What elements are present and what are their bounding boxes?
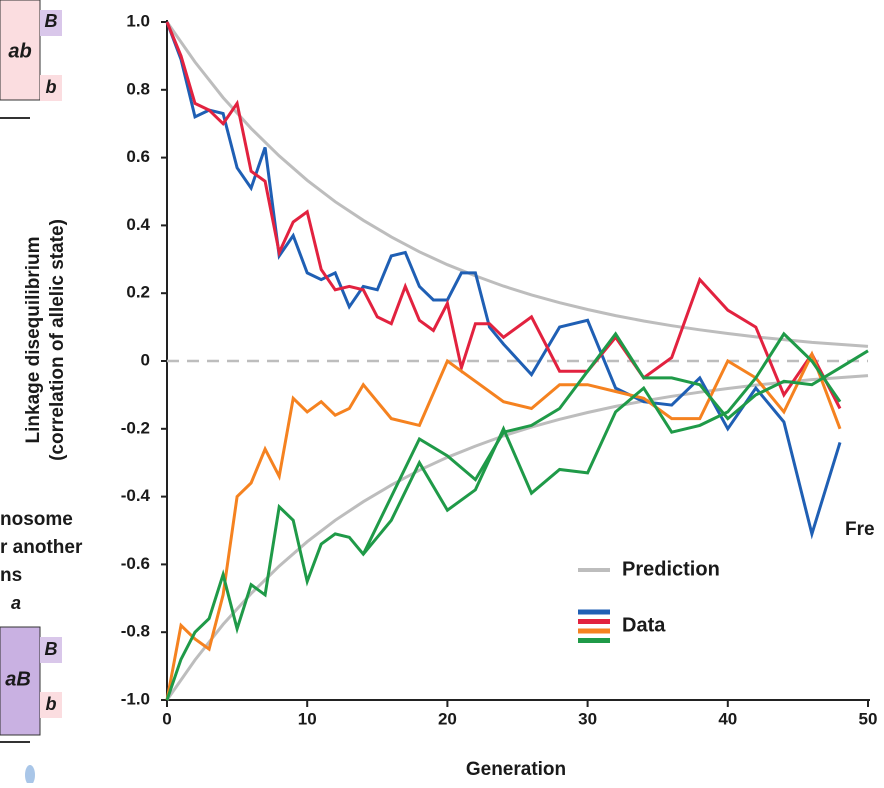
x-axis-title: Generation [466,759,566,780]
cropped-text: ns [0,565,22,586]
series-line [165,21,869,348]
y-tick-label: -0.2 [121,418,150,437]
x-tick-label: 50 [859,709,878,728]
legend-label: Data [622,614,666,636]
y-tick-label: 0 [141,350,150,369]
y-axis-title: Linkage disequilibrium [23,237,44,444]
y-tick-label: 0.4 [126,215,150,234]
cropped-text: b [46,77,57,97]
y-tick-label: -0.8 [121,622,150,641]
x-tick-label: 30 [578,709,597,728]
cropped-shape [25,765,35,785]
cropped-box [0,0,41,101]
cropped-text: B [45,639,58,659]
y-tick-label: 0.6 [126,147,150,166]
cropped-text: b [46,694,57,714]
x-tick-label: 20 [438,709,457,728]
x-tick-label: 40 [718,709,737,728]
series-line [165,350,842,701]
cropped-text: nosome [0,509,73,530]
y-tick-label: 1.0 [126,11,150,30]
x-tick-label: 10 [298,709,317,728]
cropped-text: ab [8,40,31,62]
series-line [165,331,842,701]
x-tick-label: 0 [162,709,171,728]
cropped-tag [40,692,62,718]
series-line [165,374,869,701]
cropped-text: B [45,11,58,31]
cropped-tag [40,10,62,36]
cropped-text: a [11,593,21,613]
series-line [165,21,842,540]
cropped-text: r another [0,537,83,558]
y-tick-label: -0.4 [121,486,151,505]
cropped-box [0,626,41,736]
y-axis-title: (correlation of allelic state) [47,219,68,461]
series-line [361,331,869,555]
legend-label: Prediction [622,558,720,580]
cropped-text: Fre [845,519,875,540]
y-tick-label: -0.6 [121,554,150,573]
y-tick-label: -1.0 [121,689,150,708]
series-line [165,21,842,410]
cropped-tag [40,637,62,663]
y-tick-label: 0.8 [126,79,150,98]
cropped-tag [40,75,62,101]
y-tick-label: 0.2 [126,283,150,302]
cropped-text: aB [5,668,31,690]
